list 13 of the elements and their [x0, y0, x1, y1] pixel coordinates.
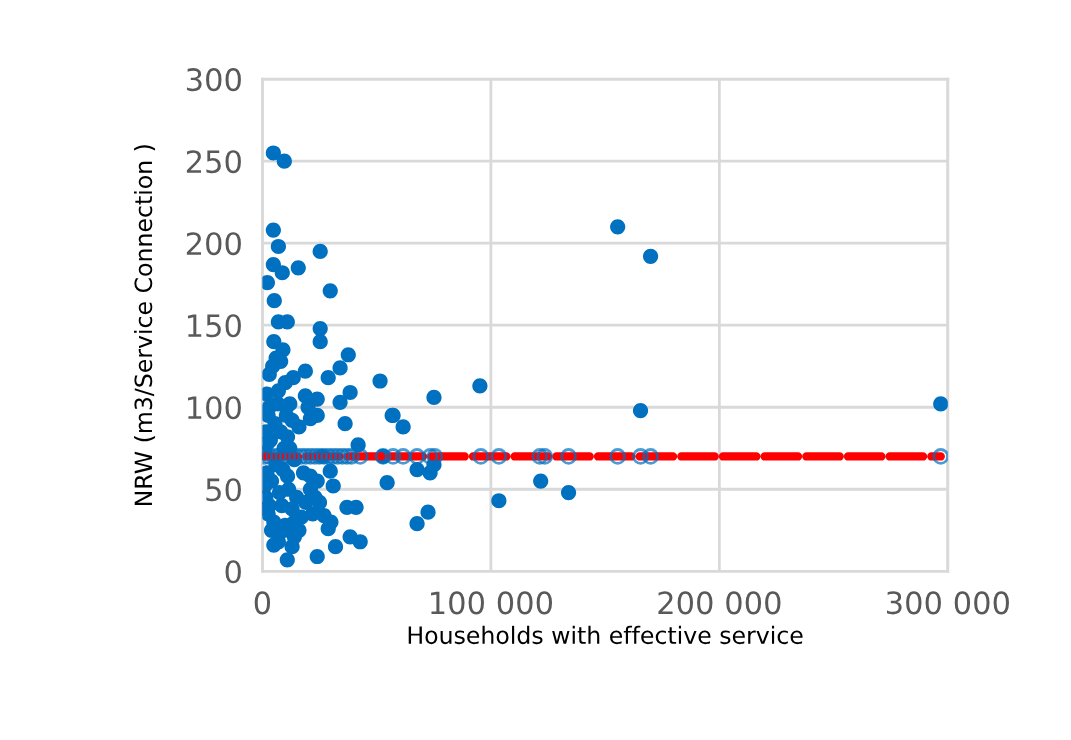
y-axis-title: NRW (m3/Service Connection ): [134, 145, 156, 506]
x-tick-label: 300 000: [886, 591, 1009, 615]
y-tick-label: 300: [186, 68, 241, 92]
x-axis-title: Households with effective service: [408, 625, 803, 645]
y-tick-label: 50: [206, 478, 241, 502]
y-tick-label: 250: [186, 150, 241, 174]
x-tick-label: 0: [254, 591, 271, 615]
y-tick-label: 200: [186, 232, 241, 256]
y-tick-label: 100: [187, 396, 241, 420]
x-tick-label: 200 000: [658, 591, 781, 615]
y-tick-label: 150: [187, 314, 241, 338]
y-tick-label: 0: [225, 560, 241, 584]
x-tick-label: 100 000: [431, 591, 553, 615]
